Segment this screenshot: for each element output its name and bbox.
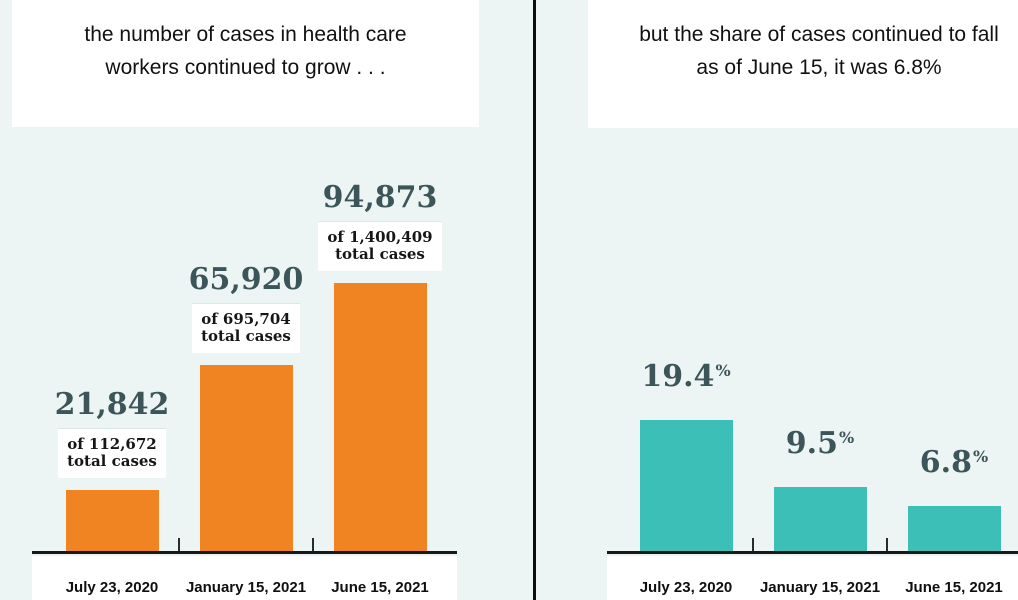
left-chart-title-line2: workers continued to grow . . . — [105, 56, 386, 79]
axis-tick — [178, 538, 180, 552]
percent-suffix: % — [839, 428, 855, 447]
bar-column: 65,920 of 695,704 total cases — [179, 263, 313, 552]
x-axis-label: June 15, 2021 — [331, 579, 429, 596]
right-chart-title-line1: but the share of cases continued to fall — [639, 23, 999, 46]
bar-column: 6.8% — [887, 446, 1018, 552]
left-x-axis-labels: July 23, 2020 January 15, 2021 June 15, 20… — [45, 579, 447, 596]
right-chart-title: but the share of cases continued to fall… — [588, 0, 1018, 128]
total-cases-line: of 1,400,409 — [327, 228, 433, 246]
bar — [333, 283, 427, 552]
total-cases-line: total cases — [201, 327, 291, 345]
total-cases-line: total cases — [67, 452, 157, 470]
axis-tick — [312, 538, 314, 552]
left-axis-label-band — [32, 556, 457, 600]
bar-value-number: 65,920 — [188, 262, 304, 297]
bar-value-number: 9.5 — [785, 426, 838, 461]
bar-value-label: 6.8% — [920, 446, 988, 484]
x-axis-label: January 15, 2021 — [185, 579, 307, 596]
cases-bar-chart: 21,842 of 112,672 total cases 65,920 of 695,… — [45, 181, 447, 552]
bar-value-label: 9.5% — [786, 427, 854, 465]
left-chart-title-line1: the number of cases in health care — [84, 23, 407, 46]
panel-divider-line — [533, 0, 536, 600]
x-axis-label: January 15, 2021 — [759, 579, 881, 596]
total-cases-line: of 112,672 — [67, 435, 157, 453]
left-chart-title: the number of cases in health care worke… — [12, 0, 479, 127]
right-x-axis-line — [607, 551, 1018, 554]
bar-column: 9.5% — [753, 427, 887, 552]
total-cases-line: of 695,704 — [201, 310, 291, 328]
bar-column: 19.4% — [619, 360, 753, 552]
total-cases-line: total cases — [335, 245, 425, 263]
bar-value-number: 21,842 — [54, 387, 170, 422]
left-x-axis-line — [32, 551, 457, 554]
share-bar-chart: 19.4% 9.5% 6.8% — [619, 360, 1018, 552]
axis-tick — [886, 538, 888, 552]
x-axis-label: July 23, 2020 — [639, 579, 733, 596]
bar-column: 21,842 of 112,672 total cases — [45, 388, 179, 552]
bar-column: 94,873 of 1,400,409 total cases — [313, 181, 447, 552]
total-cases-box: of 695,704 total cases — [192, 303, 300, 353]
total-cases-box: of 112,672 total cases — [58, 428, 166, 478]
total-cases-box: of 1,400,409 total cases — [318, 221, 442, 271]
percent-suffix: % — [715, 361, 731, 380]
bar-value-number: 6.8 — [919, 445, 972, 480]
right-chart-title-line2: as of June 15, it was 6.8% — [696, 56, 942, 79]
axis-tick — [752, 538, 754, 552]
x-axis-label: June 15, 2021 — [905, 579, 1003, 596]
bar — [199, 365, 293, 552]
right-axis-label-band — [607, 556, 1018, 600]
bar — [907, 506, 1001, 552]
bar — [639, 420, 733, 552]
bar-value-label: 21,842 — [55, 388, 170, 422]
bar-value-label: 19.4% — [641, 360, 730, 398]
bar — [773, 487, 867, 552]
bar-value-number: 19.4 — [641, 359, 715, 394]
x-axis-label: July 23, 2020 — [65, 579, 159, 596]
bar — [65, 490, 159, 552]
right-x-axis-labels: July 23, 2020 January 15, 2021 June 15, 20… — [619, 579, 1018, 596]
bar-value-label: 65,920 — [189, 263, 304, 297]
bar-value-number: 94,873 — [322, 180, 438, 215]
percent-suffix: % — [973, 447, 989, 466]
bar-value-label: 94,873 — [323, 181, 438, 215]
